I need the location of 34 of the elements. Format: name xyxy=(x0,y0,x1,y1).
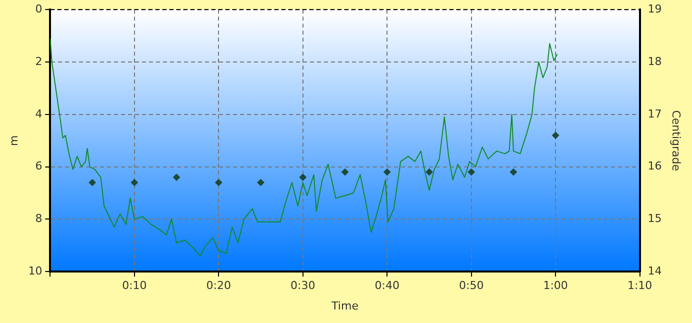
x-tick-label: 0:50 xyxy=(458,279,484,292)
point xyxy=(552,132,560,139)
point xyxy=(299,174,306,181)
x-tick-label: 0:10 xyxy=(122,279,147,292)
x-tick-label: 1:00 xyxy=(543,279,568,292)
y-tick-label: 0 xyxy=(35,2,42,16)
y2-tick-label: 17 xyxy=(648,107,662,120)
y-axis-title: m xyxy=(7,135,20,146)
x-tick-label: 1:10 xyxy=(627,279,652,292)
y2-tick-label: 18 xyxy=(648,54,662,68)
y-tick-label: 4 xyxy=(35,107,42,120)
y2-tick-label: 16 xyxy=(648,160,662,173)
point xyxy=(215,179,222,186)
point xyxy=(130,179,138,186)
x-tick-label: 0:20 xyxy=(206,279,232,292)
point xyxy=(468,168,475,176)
y2-tick-label: 19 xyxy=(648,2,662,16)
point xyxy=(384,168,391,176)
x-axis-title: Time xyxy=(330,299,359,312)
y-tick-label: 10 xyxy=(28,264,42,278)
y-tick-label: 6 xyxy=(35,160,42,173)
point xyxy=(257,179,264,186)
point xyxy=(88,179,96,186)
point xyxy=(173,174,180,181)
y-tick-label: 2 xyxy=(35,54,42,68)
y2-tick-label: 14 xyxy=(648,264,662,278)
y2-tick-label: 15 xyxy=(648,212,662,226)
x-tick-label: 0:40 xyxy=(374,279,400,292)
y-tick-label: 8 xyxy=(35,212,42,226)
x-tick-label: 0:30 xyxy=(290,279,316,292)
point xyxy=(426,168,433,176)
point xyxy=(510,168,517,176)
y2-axis-title: Centigrade xyxy=(670,110,683,172)
point xyxy=(342,168,348,176)
